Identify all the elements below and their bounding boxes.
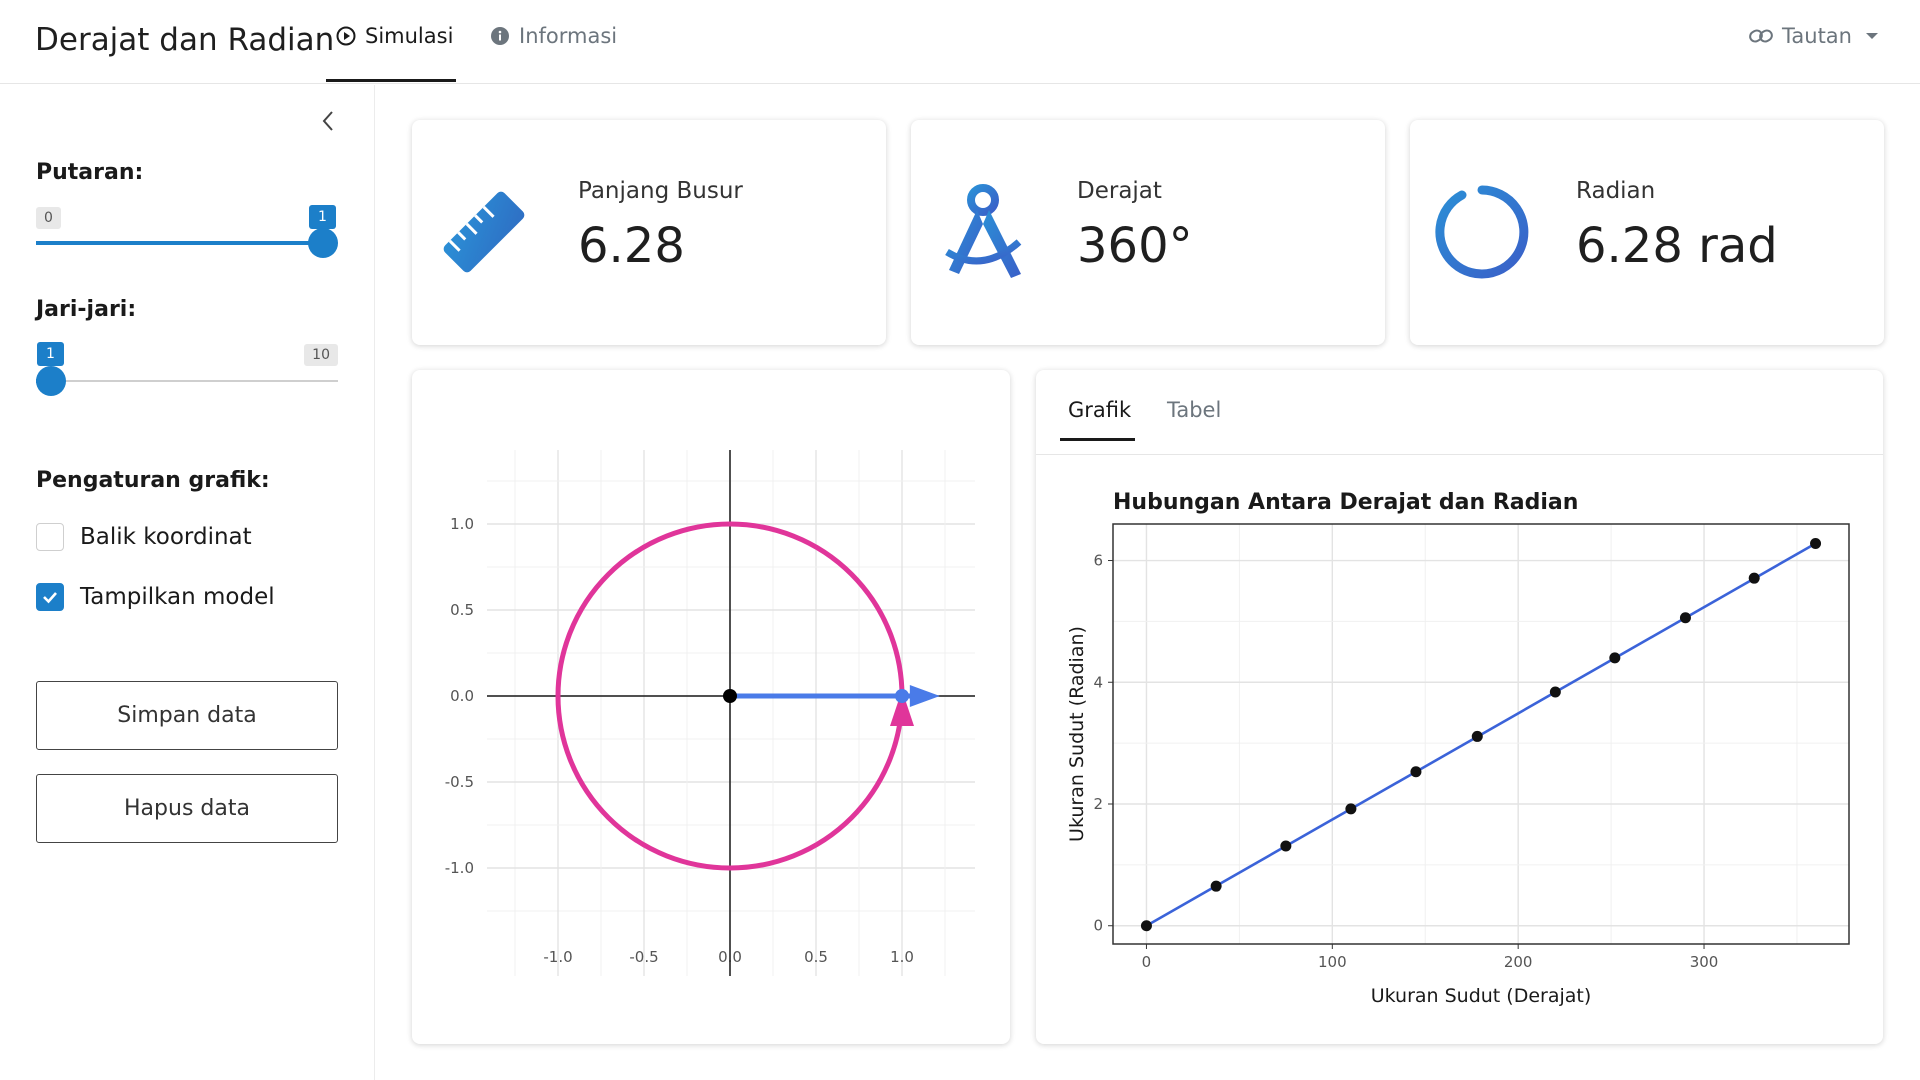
x-tick-label: 100 — [1318, 953, 1347, 971]
card-value: 6.28 rad — [1576, 218, 1778, 274]
jari-jari-thumb[interactable] — [36, 366, 66, 396]
chart-grid — [1113, 524, 1849, 944]
clear-data-button[interactable]: Hapus data — [36, 774, 338, 843]
putaran-value: 1 — [309, 205, 336, 229]
vector-tip-point — [895, 689, 909, 703]
chart-ticks: 0 100 200 300 0 2 4 6 — [1093, 552, 1718, 971]
x-tick-label: -0.5 — [629, 948, 658, 966]
data-point — [1471, 730, 1483, 742]
card-panjang-busur: Panjang Busur 6.28 — [412, 120, 886, 345]
x-tick-label: 0.5 — [804, 948, 828, 966]
data-point — [1609, 652, 1621, 664]
jari-jari-track — [36, 380, 338, 382]
y-tick-label: -0.5 — [445, 773, 474, 791]
y-tick-label: 1.0 — [450, 515, 474, 533]
graph-settings-label: Pengaturan grafik: — [36, 468, 270, 493]
chart-tab-separator — [1036, 454, 1883, 455]
link-menu-label: Tautan — [1782, 24, 1852, 48]
data-point — [1280, 840, 1292, 852]
tab-grafik[interactable]: Grafik — [1068, 398, 1132, 422]
card-derajat: Derajat 360° — [911, 120, 1385, 345]
compass-drafting-icon — [945, 184, 1022, 278]
y-axis-label: Ukuran Sudut (Radian) — [1066, 626, 1088, 842]
jari-jari-label: Jari-jari: — [36, 297, 137, 322]
x-tick-label: 300 — [1690, 953, 1719, 971]
y-tick-label: 2 — [1093, 795, 1103, 813]
y-tick-label: 0.5 — [450, 601, 474, 619]
x-tick-label: 1.0 — [890, 948, 914, 966]
putaran-slider[interactable]: 0 1 — [36, 203, 338, 283]
y-tick-label: 0.0 — [450, 687, 474, 705]
link-menu[interactable]: Tautan — [1748, 24, 1878, 48]
ruler-icon — [443, 191, 525, 273]
x-tick-label: -1.0 — [543, 948, 572, 966]
data-point — [1345, 803, 1357, 815]
chevron-left-icon — [322, 111, 333, 131]
active-tab-indicator — [326, 79, 456, 82]
tab-informasi[interactable]: Informasi — [490, 24, 617, 48]
tab-informasi-label: Informasi — [519, 24, 618, 48]
x-tick-label: 200 — [1504, 953, 1533, 971]
origin-point — [723, 689, 737, 703]
sidebar: Putaran: 0 1 Jari-jari: 1 10 Pengaturan … — [0, 85, 375, 1080]
putaran-label: Putaran: — [36, 160, 144, 185]
card-value: 6.28 — [578, 218, 685, 274]
y-tick-label: 6 — [1093, 552, 1103, 570]
data-point — [1748, 572, 1760, 584]
card-title: Derajat — [1077, 178, 1162, 204]
circle-ring-icon — [1435, 185, 1529, 279]
card-title: Radian — [1576, 178, 1656, 204]
data-point — [1549, 686, 1561, 698]
chart-panel-border — [1112, 523, 1850, 945]
link-icon — [1749, 29, 1773, 43]
putaran-fill — [36, 241, 323, 245]
tab-simulasi[interactable]: Simulasi — [336, 24, 453, 48]
collapse-sidebar-button[interactable] — [316, 107, 340, 135]
unit-circle-card: -1.0 -1.0 -0.5 -0.5 0.0 0.0 0.5 0.5 1.0 1.0 — [412, 370, 1010, 1044]
option-balik-koordinat[interactable]: Balik koordinat — [36, 523, 252, 551]
navbar: Derajat dan Radian Simulasi Informasi Ta… — [0, 0, 1920, 84]
check-icon — [43, 592, 57, 604]
unit-circle-plot: -1.0-1.0-0.5-0.50.00.00.50.51.01.0 — [445, 450, 975, 976]
jari-jari-value: 1 — [37, 342, 64, 366]
chevron-down-icon — [1866, 33, 1878, 39]
app-title: Derajat dan Radian — [35, 22, 335, 58]
x-tick-label: 0 — [1142, 953, 1152, 971]
balik-koordinat-checkbox[interactable] — [36, 523, 64, 551]
option-tampilkan-model[interactable]: Tampilkan model — [36, 583, 275, 611]
card-value: 360° — [1077, 218, 1193, 274]
y-tick-label: 0 — [1093, 917, 1103, 935]
data-point — [1810, 537, 1822, 549]
data-point — [1140, 920, 1152, 932]
arc-arrowhead — [890, 690, 914, 726]
unit-circle-ticks: -1.0-1.0-0.5-0.50.00.00.50.51.01.0 — [445, 515, 914, 966]
y-tick-label: -1.0 — [445, 859, 474, 877]
degree-radian-chart: Hubungan Antara Derajat dan Radian 0 100 2… — [1066, 490, 1850, 1007]
card-radian: Radian 6.28 rad — [1410, 120, 1884, 345]
data-point — [1410, 766, 1422, 778]
chart-card: Grafik Tabel Hubungan Antara Derajat dan… — [1036, 370, 1883, 1044]
radius-vector-arrowhead — [909, 685, 940, 707]
save-data-button[interactable]: Simpan data — [36, 681, 338, 750]
putaran-min: 0 — [36, 207, 61, 229]
data-point — [1210, 880, 1222, 892]
chart-title: Hubungan Antara Derajat dan Radian — [1113, 490, 1578, 515]
putaran-thumb[interactable] — [308, 228, 338, 258]
info-circle-icon — [491, 27, 509, 45]
y-tick-label: 4 — [1093, 673, 1103, 691]
jari-jari-max: 10 — [304, 344, 338, 366]
card-title: Panjang Busur — [578, 178, 743, 204]
tampilkan-model-checkbox[interactable] — [36, 583, 64, 611]
x-axis-label: Ukuran Sudut (Derajat) — [1371, 985, 1592, 1007]
chart-tab-indicator — [1060, 438, 1135, 441]
data-point — [1679, 612, 1691, 624]
jari-jari-slider[interactable]: 1 10 — [36, 340, 338, 420]
balik-koordinat-label: Balik koordinat — [80, 524, 252, 550]
tab-tabel[interactable]: Tabel — [1167, 398, 1222, 422]
tab-simulasi-label: Simulasi — [365, 24, 454, 48]
chart-points — [1140, 537, 1822, 932]
tampilkan-model-label: Tampilkan model — [80, 584, 275, 610]
play-circle-icon — [336, 26, 356, 46]
